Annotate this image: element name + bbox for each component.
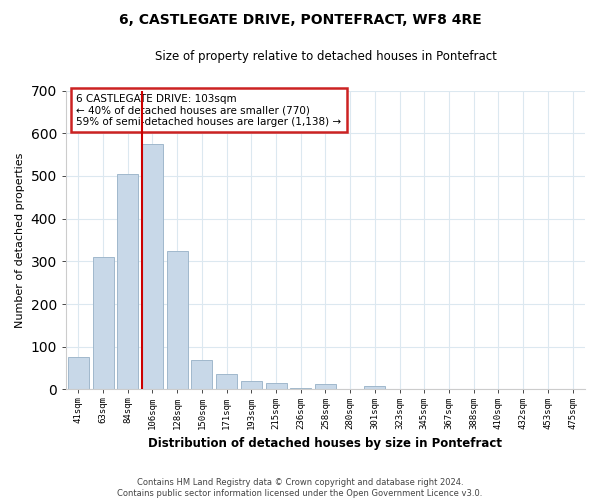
Y-axis label: Number of detached properties: Number of detached properties (15, 152, 25, 328)
Text: 6 CASTLEGATE DRIVE: 103sqm
← 40% of detached houses are smaller (770)
59% of sem: 6 CASTLEGATE DRIVE: 103sqm ← 40% of deta… (76, 94, 341, 126)
Bar (364, 386, 385, 390)
Text: 6, CASTLEGATE DRIVE, PONTEFRACT, WF8 4RE: 6, CASTLEGATE DRIVE, PONTEFRACT, WF8 4RE (119, 12, 481, 26)
Bar (68, 358, 89, 390)
Text: Contains HM Land Registry data © Crown copyright and database right 2024.
Contai: Contains HM Land Registry data © Crown c… (118, 478, 482, 498)
X-axis label: Distribution of detached houses by size in Pontefract: Distribution of detached houses by size … (148, 437, 502, 450)
Bar (340, 388, 361, 390)
Bar (191, 360, 212, 390)
Bar (266, 383, 287, 390)
Bar (290, 388, 311, 390)
Bar (142, 144, 163, 390)
Bar (315, 384, 336, 390)
Bar (241, 381, 262, 390)
Bar (92, 257, 113, 390)
Title: Size of property relative to detached houses in Pontefract: Size of property relative to detached ho… (155, 50, 496, 63)
Bar (216, 374, 237, 390)
Bar (117, 174, 138, 390)
Bar (167, 250, 188, 390)
